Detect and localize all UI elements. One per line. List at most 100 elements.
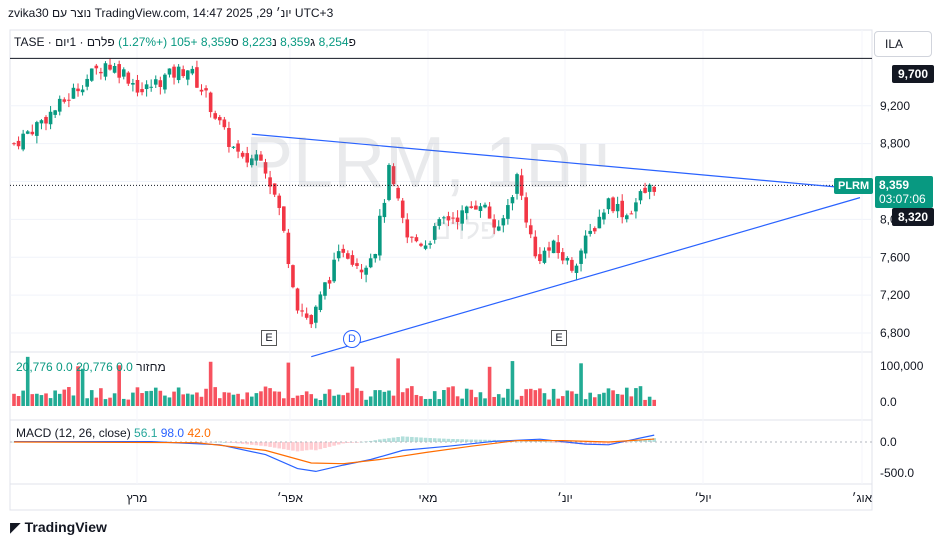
macd-hist-bar: [442, 438, 446, 442]
volume-bar: [615, 393, 620, 406]
volume-bar: [634, 388, 638, 406]
candle-body: [67, 99, 71, 101]
candle-body: [71, 87, 76, 99]
volume-bar: [538, 388, 542, 406]
volume-bar: [551, 388, 556, 406]
candle-body: [85, 78, 89, 87]
candle-body: [419, 243, 423, 246]
candle-body: [483, 204, 487, 208]
high-label: ג: [310, 35, 316, 49]
earnings-marker-1[interactable]: E: [261, 330, 277, 346]
volume-bar: [25, 356, 30, 406]
volume-bar: [638, 386, 643, 406]
macd-hist-bar: [515, 441, 519, 443]
volume-bar: [309, 394, 314, 406]
macd-hist-bar: [638, 440, 643, 442]
candle-body: [25, 131, 30, 134]
candle-body: [560, 252, 565, 261]
volume-bar: [318, 399, 323, 406]
macd-hist-bar: [405, 436, 410, 442]
volume-bar: [391, 395, 396, 406]
currency-button[interactable]: ILA: [874, 31, 932, 57]
candle-body: [574, 265, 579, 273]
candle-body: [181, 69, 185, 77]
macd-hist-bar: [291, 442, 295, 451]
macd-hist-bar: [304, 442, 309, 451]
watermark-symbol: PLRM, 1יום: [245, 123, 612, 203]
tradingview-logo[interactable]: ◤ TradingView: [10, 519, 107, 536]
candle-body: [414, 237, 419, 242]
volume-bar: [588, 392, 592, 406]
macd-signal-value: 42.0: [187, 426, 211, 440]
candle-body: [204, 88, 208, 91]
macd-hist-bar: [346, 442, 350, 443]
volume-bar: [126, 399, 131, 406]
macd-hist-bar: [592, 442, 597, 445]
macd-line: [14, 434, 655, 473]
candle-body: [291, 265, 295, 288]
dividend-marker[interactable]: D: [343, 330, 361, 348]
macd-hist-bar: [451, 438, 455, 442]
macd-hist-bar: [464, 439, 469, 442]
candle-body: [231, 146, 236, 148]
volume-bar: [62, 389, 67, 406]
volume-bar: [204, 388, 208, 406]
volume-bar: [286, 362, 291, 406]
volume-bar: [131, 392, 135, 406]
volume-bar: [419, 396, 423, 406]
candle-body: [76, 88, 80, 92]
candle-body: [282, 206, 286, 231]
volume-v2: 20,776: [76, 360, 113, 374]
volume-bar: [53, 390, 57, 406]
macd-tick-label: 0.0: [880, 435, 897, 449]
signal-line: [13, 438, 655, 465]
candle-body: [277, 195, 282, 208]
volume-bar: [231, 394, 236, 406]
candle-body: [268, 177, 272, 187]
volume-bar: [629, 396, 634, 406]
candle-body: [144, 84, 149, 90]
volume-bar: [387, 390, 391, 406]
volume-bar: [378, 390, 382, 406]
candle-body: [547, 247, 551, 251]
candle-body: [44, 116, 48, 124]
candle-body: [48, 111, 53, 125]
volume-bar: [181, 394, 185, 406]
macd-hist-bar: [414, 437, 419, 442]
volume-bar: [442, 390, 446, 406]
symbol-line[interactable]: פלרם · 1יום · TASE: [14, 35, 115, 49]
candle-body: [254, 154, 259, 161]
macd-hist-bar: [309, 442, 314, 450]
macd-hist-bar: [428, 438, 432, 442]
candle-body: [533, 236, 538, 257]
time-tick-label: אוג׳: [852, 491, 873, 505]
volume-bar: [643, 399, 647, 406]
watermark-name: פלרם: [432, 214, 498, 245]
candle-body: [652, 186, 657, 192]
candle-body: [167, 68, 172, 75]
volume-bar: [103, 399, 108, 406]
open-value: 8,254: [318, 35, 349, 49]
candle-body: [597, 216, 602, 229]
volume-bar: [620, 394, 625, 406]
macd-hist-bar: [611, 442, 615, 445]
volume-bar: [167, 397, 172, 406]
macd-hist-bar: [560, 442, 565, 444]
volume-bar: [332, 395, 336, 406]
earnings-marker-2[interactable]: E: [551, 330, 567, 346]
macd-hist-bar: [227, 442, 231, 443]
candle-body: [195, 67, 199, 88]
candle-body: [131, 83, 135, 85]
price-tick-label: 7,600: [880, 250, 910, 264]
volume-bar: [80, 368, 85, 406]
macd-hist-bar: [300, 442, 304, 451]
volume-bar: [35, 393, 39, 406]
candle-body: [432, 226, 437, 240]
volume-bar: [327, 389, 332, 406]
volume-bar: [556, 398, 560, 406]
candle-body: [318, 294, 323, 310]
candle-body: [606, 198, 611, 210]
volume-bar: [492, 396, 496, 406]
candle-body: [364, 267, 368, 275]
